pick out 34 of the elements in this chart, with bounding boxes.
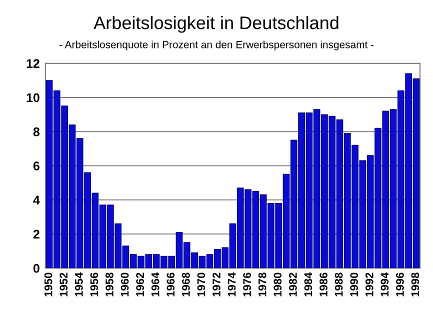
x-tick-label: 1956 <box>90 272 98 296</box>
x-tick-label: 1972 <box>212 272 220 296</box>
x-tick-label: 1998 <box>411 272 420 296</box>
x-tick-label: 1986 <box>320 272 328 296</box>
x-tick-label: 1978 <box>258 272 266 296</box>
x-tick-label: 1958 <box>106 272 114 296</box>
chart-title: Arbeitslosigkeit in Deutschland <box>94 16 338 33</box>
y-tick-label: 0 <box>33 264 40 273</box>
y-tick-label: 6 <box>33 162 40 170</box>
x-tick-label: 1976 <box>243 272 252 296</box>
x-tick-label: 1960 <box>120 272 129 296</box>
x-tick-label: 1964 <box>151 272 160 296</box>
x-tick-label: 1950 <box>44 272 52 296</box>
x-tick-label: 1982 <box>289 272 297 296</box>
y-tick-label: 8 <box>33 127 40 136</box>
chart-subtitle: - Arbeitslosenquote in Prozent an den Erwerbspersonen insgesamt - <box>59 40 374 50</box>
x-tick-label: 1968 <box>182 272 190 296</box>
y-tick-label: 2 <box>33 230 40 239</box>
x-tick-label: 1954 <box>74 272 83 296</box>
x-tick-label: 1990 <box>350 272 358 296</box>
x-tick-label: 1994 <box>380 272 389 296</box>
x-tick-label: 1988 <box>334 272 343 296</box>
x-tick-label: 1996 <box>396 272 404 296</box>
y-tick-label: 4 <box>33 196 40 204</box>
x-tick-label: 1984 <box>304 272 312 296</box>
x-tick-label: 1974 <box>228 272 236 296</box>
y-tick-label: 10 <box>26 93 40 102</box>
x-tick-label: 1962 <box>136 272 144 296</box>
x-tick-label: 1952 <box>60 272 68 296</box>
y-tick-label: 12 <box>26 59 40 68</box>
x-tick-label: 1970 <box>197 272 206 296</box>
x-tick-label: 1992 <box>365 272 374 296</box>
x-tick-label: 1966 <box>166 272 175 296</box>
x-tick-label: 1980 <box>274 272 282 296</box>
